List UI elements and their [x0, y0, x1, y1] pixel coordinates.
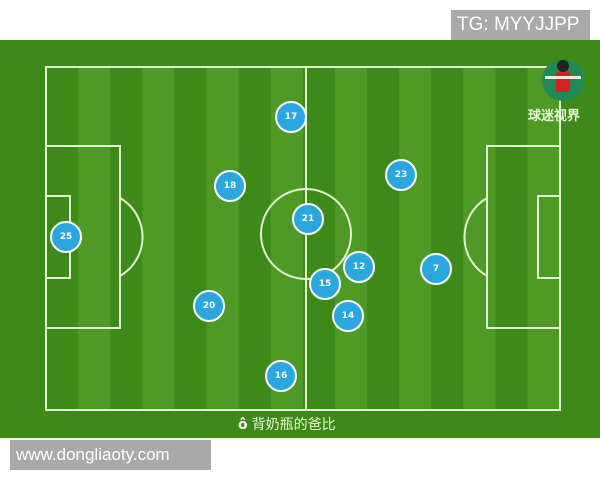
- pitch-stripe: [399, 67, 432, 410]
- pitch-stripe: [142, 67, 175, 410]
- left-penalty-arc: [119, 197, 144, 277]
- right-goal-box: [537, 195, 561, 279]
- player-marker: 15: [309, 268, 341, 300]
- player-marker: 17: [275, 101, 307, 133]
- pitch-stripe: [463, 67, 496, 410]
- weibo-handle: 背奶瓶的爸比: [251, 417, 336, 433]
- player-marker: 12: [343, 251, 375, 283]
- player-marker: 7: [420, 253, 452, 285]
- player-marker: 18: [214, 170, 246, 202]
- watermark-website: www.dongliaoty.com: [10, 440, 211, 470]
- brand-text: 球迷视界: [528, 109, 581, 124]
- pitch-stripe: [78, 67, 111, 410]
- weibo-icon: ô: [238, 417, 248, 433]
- player-marker: 20: [193, 290, 225, 322]
- pitch-stripe: [206, 67, 239, 410]
- player-marker: 23: [385, 159, 417, 191]
- center-circle: [260, 188, 352, 280]
- player-marker: 16: [265, 360, 297, 392]
- pitch-stripe: [527, 67, 560, 410]
- weibo-credit: ô 背奶瓶的爸比: [238, 414, 336, 434]
- soccer-pitch: [0, 40, 600, 438]
- player-marker: 25: [50, 221, 82, 253]
- brand-logo: [542, 59, 584, 101]
- player-marker: 14: [332, 300, 364, 332]
- watermark-telegram: TG: MYYJJPP: [451, 10, 590, 40]
- right-penalty-arc: [463, 197, 488, 277]
- player-marker: 21: [292, 203, 324, 235]
